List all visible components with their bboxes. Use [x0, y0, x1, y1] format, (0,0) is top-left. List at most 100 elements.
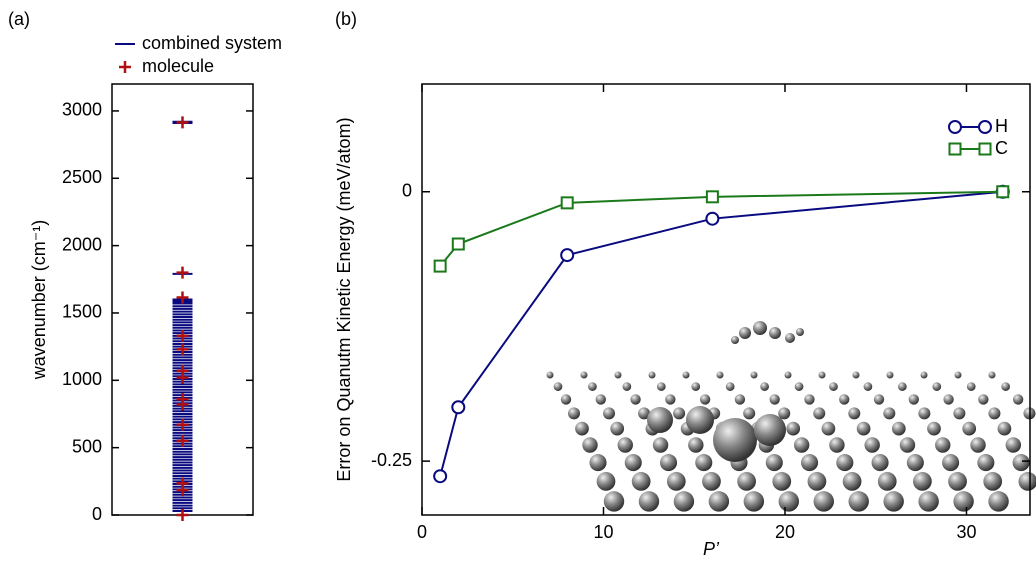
atom: [673, 491, 695, 512]
atom: [807, 472, 827, 491]
atom: [546, 371, 554, 379]
point: [705, 211, 720, 226]
atom: [883, 407, 896, 420]
atom: [821, 421, 836, 436]
legend-marker: [978, 142, 992, 156]
atom: [750, 371, 758, 379]
atom: [935, 437, 951, 453]
atom: [688, 437, 704, 453]
atom: [716, 371, 724, 379]
legend-marker: [948, 120, 962, 134]
atom: [1018, 472, 1036, 491]
atom: [695, 454, 713, 472]
legend-marker: [978, 120, 992, 134]
y-axis-label: Error on Quanutm Kinetic Energy (meV/ato…: [334, 117, 354, 481]
atom: [852, 371, 860, 379]
point: [560, 196, 574, 210]
y-tick-label: 2500: [62, 167, 102, 187]
point: [433, 469, 448, 484]
atom: [856, 421, 871, 436]
atom: [659, 454, 678, 472]
atom: [829, 382, 838, 391]
atom: [596, 472, 616, 491]
atom: [966, 382, 976, 391]
atom: [942, 454, 960, 472]
atom: [753, 321, 767, 335]
atom: [804, 394, 815, 405]
atom: [769, 327, 781, 339]
atom: [638, 407, 651, 420]
mode-plus: [176, 398, 189, 411]
atom: [793, 437, 810, 453]
atom: [932, 382, 942, 391]
atom: [813, 491, 834, 512]
mode-plus: [176, 291, 189, 304]
atom: [560, 394, 572, 405]
atom: [988, 491, 1009, 512]
atom: [778, 491, 800, 512]
y-tick-label: 3000: [62, 100, 102, 120]
legend-label: H: [995, 116, 1008, 136]
atom: [943, 394, 954, 405]
atom: [769, 394, 780, 405]
x-tick-label: 20: [775, 522, 795, 542]
point: [451, 400, 466, 415]
atom: [836, 454, 854, 472]
atom: [622, 382, 632, 391]
x-tick-label: 10: [593, 522, 613, 542]
atom: [731, 336, 739, 344]
atom: [666, 472, 686, 491]
atom: [829, 437, 845, 453]
y-tick-label: 1500: [62, 302, 102, 322]
atom: [580, 371, 588, 379]
atom: [848, 491, 869, 512]
atom: [589, 454, 607, 472]
point: [705, 190, 719, 204]
y-axis-label: wavenumber (cm⁻¹): [29, 220, 49, 381]
point: [451, 237, 465, 251]
atom: [983, 472, 1003, 491]
atom: [920, 371, 928, 379]
mode-plus: [176, 343, 189, 356]
atom: [575, 421, 589, 436]
atom: [743, 491, 765, 512]
y-tick-label: 2000: [62, 234, 102, 254]
atom: [948, 472, 967, 491]
atom: [743, 407, 756, 420]
y-tick-label: 0: [92, 504, 102, 524]
atom: [754, 414, 786, 446]
atom: [656, 382, 666, 391]
atom: [610, 421, 625, 436]
atom: [686, 406, 714, 434]
atom: [927, 421, 941, 436]
atom: [682, 371, 690, 379]
series-line: [439, 190, 1003, 267]
mode-plus: [176, 329, 189, 342]
atom: [873, 394, 885, 405]
atom: [553, 382, 563, 391]
y-tick-label: 0: [402, 181, 412, 201]
atom: [739, 327, 751, 339]
atom: [691, 382, 701, 391]
atom: [786, 421, 801, 436]
atom: [997, 421, 1012, 436]
y-tick-label: -0.25: [371, 450, 412, 470]
atom: [978, 394, 989, 405]
atom: [665, 394, 676, 405]
atom: [778, 407, 791, 420]
y-tick-label: 1000: [62, 369, 102, 389]
atom: [1012, 454, 1030, 472]
atom: [631, 472, 651, 491]
atom: [1005, 437, 1021, 453]
atom: [813, 407, 826, 420]
atom: [673, 407, 686, 420]
legend-label: combined system: [142, 33, 282, 53]
atom: [734, 394, 746, 405]
inset-illustration: [546, 321, 1036, 512]
mode-plus: [176, 484, 189, 497]
x-tick-label: 30: [956, 522, 976, 542]
atom: [848, 407, 861, 420]
mode-plus: [176, 434, 189, 447]
legend-label: C: [995, 138, 1008, 158]
